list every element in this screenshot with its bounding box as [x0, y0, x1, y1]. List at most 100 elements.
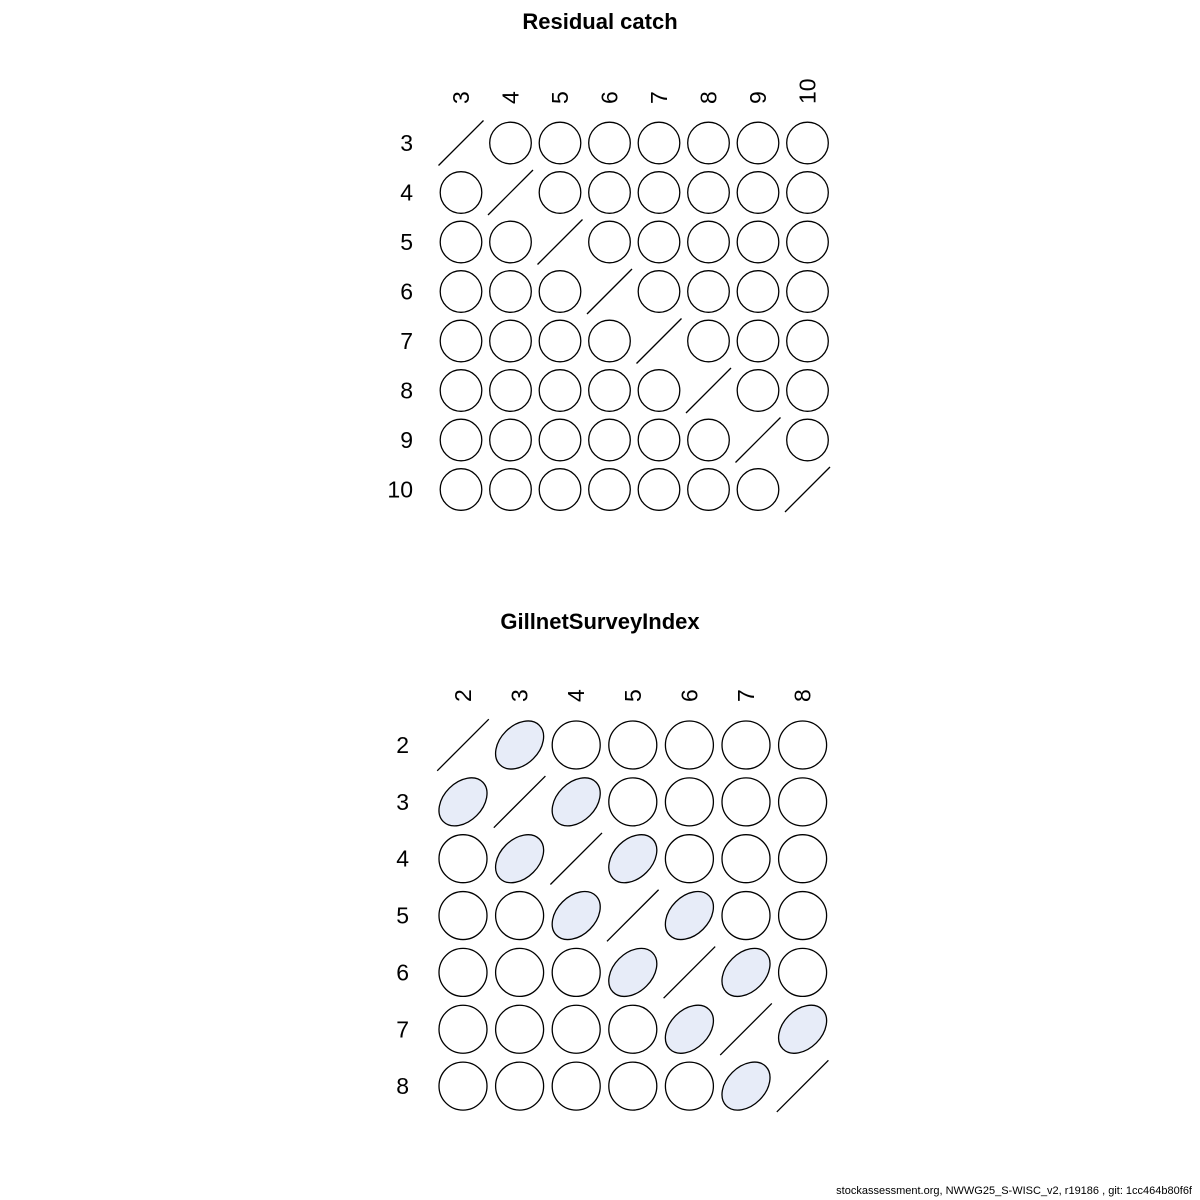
correlation-cell — [538, 171, 582, 214]
col-label: 4 — [498, 91, 524, 104]
correlation-cell — [721, 834, 771, 884]
correlation-cell — [687, 220, 730, 264]
correlation-cell — [637, 171, 681, 214]
row-label: 8 — [400, 378, 413, 404]
correlation-cell — [438, 947, 488, 998]
correlation-cell — [489, 319, 532, 363]
footer-credit: stockassessment.org, NWWG25_S-WISC_v2, r… — [836, 1185, 1192, 1197]
col-label: 3 — [507, 689, 533, 702]
correlation-cell — [786, 319, 829, 363]
correlation-cell — [721, 890, 771, 941]
correlation-cell — [664, 777, 715, 827]
correlation-cell — [777, 1004, 828, 1054]
correlation-cell — [637, 369, 681, 412]
diagonal-slash — [549, 832, 603, 885]
diagonal-slash — [493, 775, 546, 829]
correlation-cell — [439, 171, 483, 214]
col-label: 7 — [733, 689, 759, 702]
col-label: 7 — [646, 91, 672, 104]
correlation-cell — [489, 468, 532, 511]
correlation-cell — [439, 468, 483, 511]
correlation-cell — [721, 947, 771, 998]
correlation-cell — [687, 121, 730, 165]
correlation-cell — [786, 121, 829, 165]
row-label: 3 — [400, 130, 413, 156]
row-label: 5 — [400, 229, 413, 255]
correlation-cell — [736, 319, 780, 363]
correlation-cell — [777, 720, 828, 770]
diagonal-slash — [735, 417, 781, 463]
correlation-cell — [588, 220, 631, 264]
correlation-cell — [786, 418, 829, 462]
diagonal-slash — [776, 1059, 829, 1113]
correlation-cell — [551, 890, 601, 941]
correlation-cell — [588, 369, 631, 412]
row-label: 3 — [396, 789, 409, 815]
correlation-cell — [608, 834, 658, 884]
correlation-cell — [687, 319, 730, 363]
diagonal-slash — [663, 946, 716, 999]
correlation-cell — [494, 834, 545, 884]
diagonal-slash — [436, 718, 490, 772]
col-label: 5 — [547, 91, 573, 104]
diagonal-slash — [586, 268, 633, 315]
correlation-cell — [777, 777, 828, 827]
correlation-cell — [664, 720, 715, 770]
correlation-cell — [637, 418, 681, 462]
correlation-cell — [608, 777, 658, 827]
col-label: 8 — [696, 91, 722, 104]
correlation-cell — [687, 468, 730, 511]
correlation-cell — [551, 1061, 601, 1111]
col-label: 6 — [676, 689, 702, 702]
correlation-cell — [664, 1061, 715, 1111]
col-label: 9 — [745, 91, 771, 104]
correlation-cell — [588, 468, 631, 511]
row-label: 6 — [400, 279, 413, 305]
correlation-cell — [777, 834, 828, 884]
correlation-cell — [438, 777, 488, 827]
correlation-cell — [687, 270, 730, 313]
correlation-cell — [438, 1004, 488, 1054]
col-label: 6 — [597, 91, 623, 104]
correlation-cell — [489, 121, 532, 165]
correlation-cell — [588, 418, 631, 462]
col-label: 3 — [448, 91, 474, 104]
correlation-cell — [664, 890, 715, 941]
correlation-cell — [489, 369, 532, 412]
correlation-cell — [439, 418, 483, 462]
correlation-cell — [438, 1061, 488, 1111]
correlation-cell — [786, 270, 829, 313]
col-label: 4 — [563, 689, 589, 702]
correlation-cell — [687, 418, 730, 462]
row-label: 4 — [400, 180, 413, 206]
correlation-cell — [494, 720, 545, 770]
row-label: 7 — [396, 1016, 409, 1042]
correlation-cell — [538, 319, 582, 363]
row-label: 7 — [400, 328, 413, 354]
diagonal-slash — [784, 466, 831, 513]
correlation-cell — [538, 369, 582, 412]
plot-title-residual-catch: Residual catch — [522, 9, 678, 34]
correlation-cell — [438, 834, 488, 884]
correlation-cell — [777, 947, 828, 998]
correlation-cell — [538, 468, 582, 511]
correlation-cell — [721, 777, 771, 827]
correlation-cell — [736, 220, 780, 264]
correlation-cell — [637, 270, 681, 313]
row-label: 9 — [400, 427, 413, 453]
correlation-cell — [608, 947, 658, 998]
correlation-cell — [736, 468, 780, 511]
correlation-cell — [637, 121, 681, 165]
correlation-cell — [721, 1061, 771, 1111]
diagonal-slash — [636, 318, 682, 364]
row-label: 5 — [396, 903, 409, 929]
diagonal-slash — [487, 169, 534, 216]
correlation-cell — [687, 171, 730, 214]
plot-2-group: 2 3 4 5 6 7 8 2 3 4 5 6 7 8 — [396, 689, 829, 1113]
correlation-cell — [439, 220, 483, 264]
correlation-cell — [588, 319, 631, 363]
correlation-cell — [588, 121, 631, 165]
correlation-cell — [664, 1004, 715, 1054]
col-label: 2 — [450, 689, 476, 702]
correlation-cell — [786, 369, 829, 412]
